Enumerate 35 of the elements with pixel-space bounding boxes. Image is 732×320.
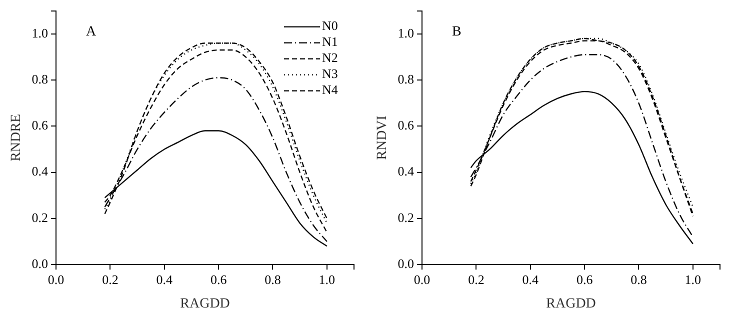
y-tick-label: 0.6 xyxy=(32,118,49,133)
y-tick-label: 1.0 xyxy=(32,25,48,40)
y-tick-label: 0.8 xyxy=(398,71,414,86)
y-tick-label: 0.8 xyxy=(32,71,48,86)
y-tick-label: 0.6 xyxy=(398,118,415,133)
x-tick-label: 0.2 xyxy=(468,272,484,287)
x-tick-label: 0.0 xyxy=(48,272,64,287)
x-tick-label: 0.8 xyxy=(264,272,281,287)
y-tick-label: 0.0 xyxy=(32,256,48,272)
y-tick-label: 0.2 xyxy=(32,210,48,225)
x-tick-label: 1.0 xyxy=(684,272,702,287)
x-axis-title: RAGDD xyxy=(546,296,596,312)
y-tick-label: 0.2 xyxy=(398,210,414,225)
legend-label: N2 xyxy=(322,50,338,66)
x-tick-label: 0.2 xyxy=(102,272,118,287)
legend-label: N3 xyxy=(322,66,338,82)
y-tick-label: 0.4 xyxy=(398,164,415,179)
x-tick-label: 0.6 xyxy=(210,272,228,287)
y-tick-label: 1.0 xyxy=(398,25,414,40)
x-tick-label: 1.0 xyxy=(318,272,336,287)
y-axis-title: RNDRE xyxy=(9,114,24,162)
x-axis-title: RAGDD xyxy=(180,296,230,312)
y-tick-label: 0.4 xyxy=(32,164,49,179)
legend-label: N4 xyxy=(322,82,338,98)
x-tick-label: 0.4 xyxy=(522,272,540,287)
x-tick-label: 0.8 xyxy=(630,272,647,287)
annotation: B xyxy=(452,24,462,40)
annotation: A xyxy=(86,24,98,40)
x-tick-label: 0.0 xyxy=(414,272,430,287)
y-tick-label: 0.0 xyxy=(398,256,414,272)
legend-label: N1 xyxy=(322,34,338,50)
y-axis-title: RNDVI xyxy=(375,115,390,160)
legend-label: N0 xyxy=(322,18,338,34)
x-tick-label: 0.4 xyxy=(156,272,174,287)
x-tick-label: 0.6 xyxy=(576,272,594,287)
